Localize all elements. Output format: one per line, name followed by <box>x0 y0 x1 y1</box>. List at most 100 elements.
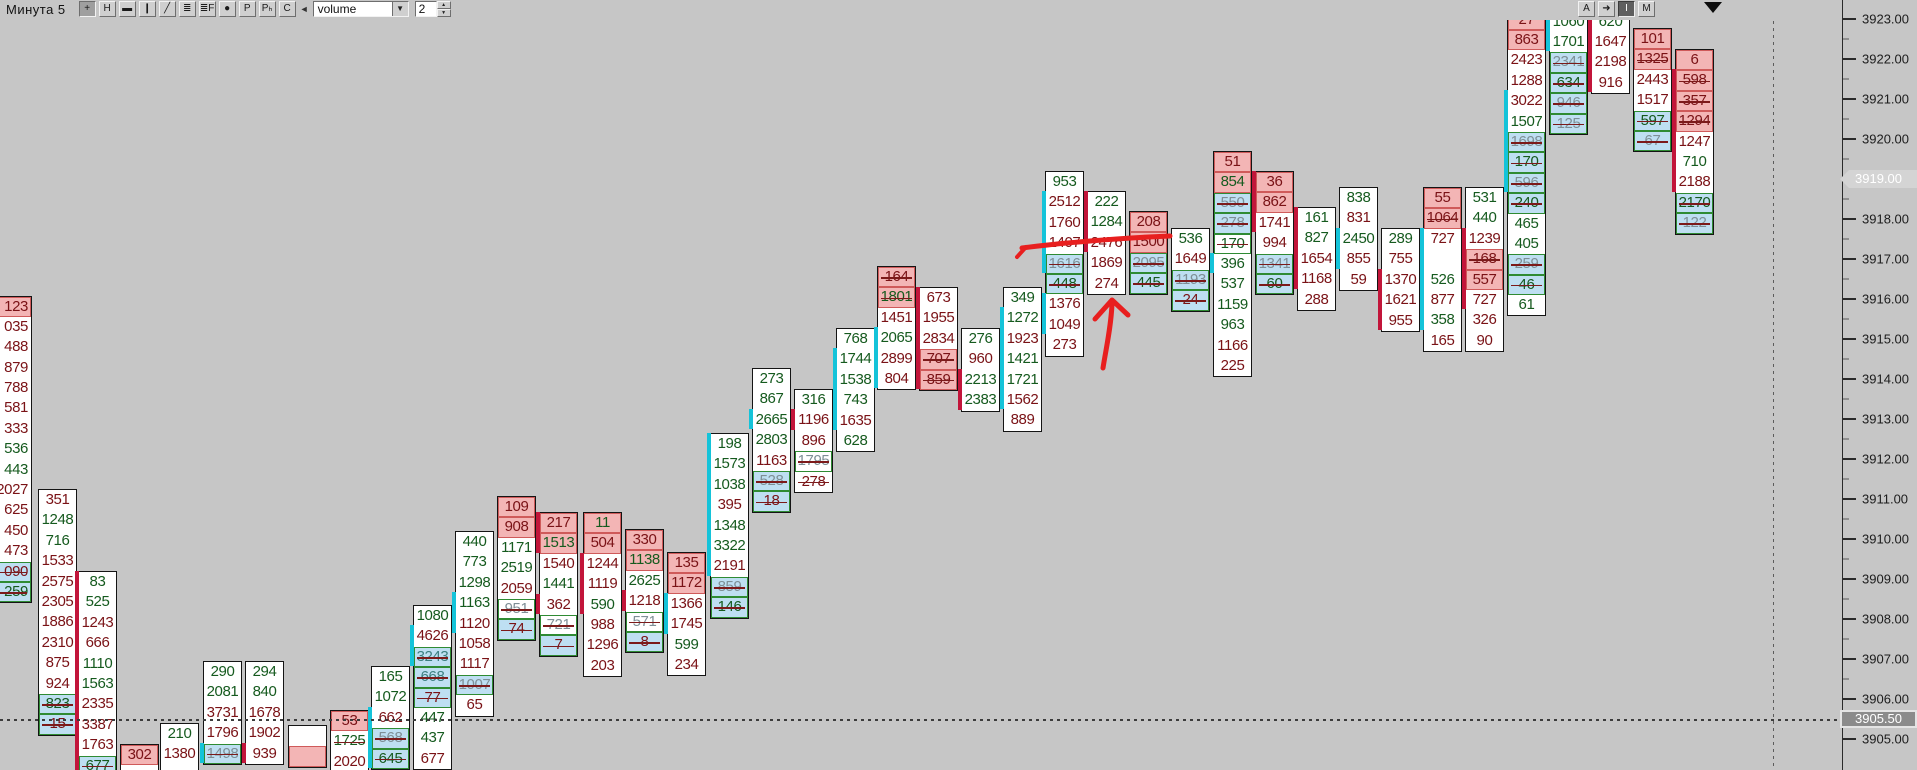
volume-cell: 1163 <box>459 594 490 612</box>
volume-cell: 598 <box>1676 70 1713 91</box>
volume-cell: 827 <box>1304 229 1329 247</box>
volume-cell: 1513 <box>540 533 577 554</box>
volume-cell: 473 <box>4 542 28 560</box>
axis-price-label: 3922.00 <box>1862 51 1909 67</box>
volume-cell: 951 <box>498 599 535 619</box>
go-to-end-button[interactable]: ➜ <box>1598 1 1615 17</box>
cyan-candle-border <box>999 307 1004 410</box>
volume-cell: 1441 <box>542 575 575 593</box>
cluster-column: 2786324231288302215071698170596240465405… <box>1503 8 1546 317</box>
cyan-candle-border <box>1545 10 1550 52</box>
crosshair-button[interactable]: + <box>78 1 96 17</box>
cluster-column: 217 1513 1540 1441 362 721 7 <box>535 512 578 657</box>
volume-cell: 198 <box>717 435 742 452</box>
cyan-candle-border <box>199 742 204 763</box>
c-tool-button[interactable]: C <box>278 1 296 17</box>
spinner-down-button[interactable]: ▼ <box>436 9 451 17</box>
cursor-mode-button[interactable]: I <box>1618 1 1635 17</box>
axis-minor-tick <box>1843 118 1849 120</box>
volume-cell: 677 <box>79 755 116 770</box>
p-tool-button[interactable]: P <box>238 1 256 17</box>
trendline-button[interactable]: ╱ <box>158 1 176 17</box>
volume-cell: 2383 <box>964 391 997 409</box>
volume-cell: 946 <box>1550 93 1587 114</box>
volume-cell: 164 <box>878 267 915 288</box>
volume-cell: 222 <box>1094 193 1119 210</box>
volume-cell: 854 <box>1214 172 1251 193</box>
axis-minor-tick <box>1843 278 1849 280</box>
period-spinner-value[interactable]: 2 <box>414 1 437 17</box>
profile-button[interactable]: ≣ <box>178 1 196 17</box>
volume-cell: 2198 <box>1594 53 1627 71</box>
axis-minor-tick <box>1843 38 1849 40</box>
volume-cell: 677 <box>420 749 445 767</box>
measure-button[interactable]: M <box>1638 1 1655 17</box>
price-axis[interactable]: 3923.00 3922.00 3921.00 3920.00 3919.00 3918.… <box>1836 0 1917 770</box>
volume-cell: 2335 <box>81 695 114 713</box>
volume-cell: 146 <box>711 597 748 618</box>
cluster-column: 536 1649 1193 24 <box>1171 228 1210 312</box>
volume-cell: 1193 <box>1172 269 1209 291</box>
volume-cell: 290 <box>210 663 235 680</box>
profile-f-button[interactable]: ≣F <box>198 1 216 17</box>
axis-minor-tick <box>1843 678 1849 680</box>
volume-cell: 2519 <box>500 559 533 577</box>
red-candle-border <box>241 742 246 763</box>
price-badge-3905.50: 3905.50 <box>1840 710 1917 728</box>
vertical-line-button[interactable]: ❙ <box>138 1 156 17</box>
volume-cell: 2081 <box>206 683 239 701</box>
volume-cell: 396 <box>1220 254 1245 272</box>
volume-cell: 6 <box>1676 50 1713 71</box>
volume-cell: 1678 <box>248 703 281 721</box>
volume-cell: 1649 <box>1174 250 1207 268</box>
cluster-mode-dropdown[interactable]: volume ▼ <box>312 1 409 17</box>
volume-cell: 2899 <box>880 349 913 367</box>
volume-cell: 7 <box>540 635 577 656</box>
volume-cell: 316 <box>801 391 826 408</box>
cyan-candle-border <box>706 433 711 576</box>
volume-cell: 1166 <box>1217 336 1248 354</box>
axis-price-label: 3913.00 <box>1862 411 1909 427</box>
axis-price-label: 3923.00 <box>1862 11 1909 27</box>
volume-cell: 2625 <box>628 571 661 589</box>
ph-tool-button[interactable]: Pₕ <box>258 1 276 17</box>
volume-cell: 2191 <box>713 557 746 575</box>
spinner-up-button[interactable]: ▲ <box>436 1 451 9</box>
axis-price-label: 3918.00 <box>1862 211 1909 227</box>
horizontal-line-button[interactable]: ▬ <box>118 1 136 17</box>
price-badge-3919.00: 3919.00 <box>1840 170 1917 188</box>
axis-minor-tick <box>1843 638 1849 640</box>
cluster-column: 673 1955 2834 707 859 <box>915 287 958 391</box>
axis-major-tick <box>1843 378 1856 380</box>
volume-cell: 525 <box>85 593 110 611</box>
cluster-column: 55 1064 727 526 877 358 165 <box>1419 187 1462 353</box>
volume-cell: 994 <box>1262 234 1287 252</box>
volume-cell: 1698 <box>1508 131 1545 153</box>
axis-major-tick <box>1843 458 1856 460</box>
volume-cell: 1072 <box>374 688 407 706</box>
volume-cell: 1507 <box>1510 112 1543 130</box>
h-tool-button[interactable]: H <box>98 1 116 17</box>
volume-cell: 3731 <box>206 703 239 721</box>
volume-cell: 15 <box>39 714 76 735</box>
volume-cell: 1244 <box>586 554 619 572</box>
volume-cell: 210 <box>167 725 192 742</box>
volume-cell <box>1424 249 1461 269</box>
red-candle-border <box>1293 207 1298 289</box>
auto-scale-button[interactable]: A <box>1578 1 1595 17</box>
volume-cell: 289 <box>1388 230 1413 247</box>
axis-price-label: 3909.00 <box>1862 571 1909 587</box>
volume-cell: 1538 <box>839 370 872 388</box>
volume-cell: 123 <box>0 296 31 317</box>
volume-cell: 349 <box>1010 289 1035 306</box>
volume-cell: 3022 <box>1510 92 1543 110</box>
volume-cell: 859 <box>711 576 748 598</box>
volume-cell: 288 <box>1304 290 1329 308</box>
collapse-icon[interactable]: ◄ <box>299 4 309 14</box>
volume-cell: 1760 <box>1048 213 1081 231</box>
chevron-down-icon[interactable]: ▼ <box>391 2 408 16</box>
dot-marker-button[interactable]: ● <box>218 1 236 17</box>
volume-cell: 1498 <box>204 743 241 764</box>
volume-cell: 1058 <box>458 634 491 652</box>
volume-cell: 035 <box>4 317 28 335</box>
